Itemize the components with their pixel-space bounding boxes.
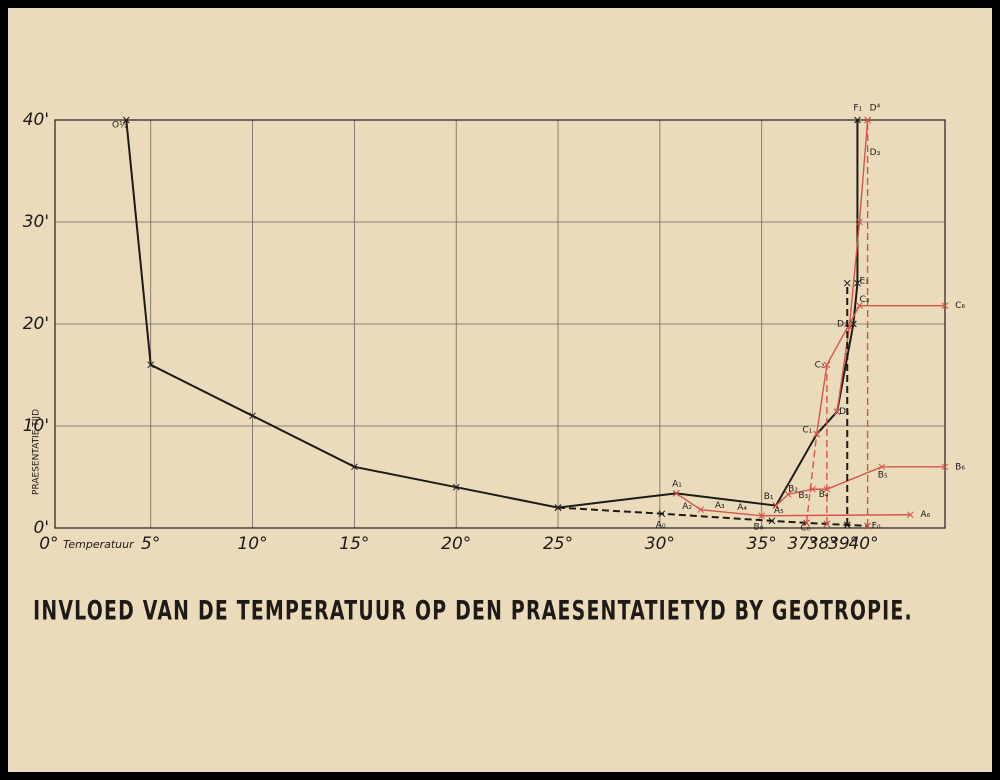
x-tick-label: 5°	[141, 534, 160, 554]
point-marker	[768, 517, 776, 525]
point-label: A₂	[682, 502, 692, 512]
point-marker	[813, 430, 821, 438]
point-label: C₆	[955, 301, 965, 311]
x-tick-label: 25°	[543, 534, 573, 554]
point-marker	[823, 361, 831, 369]
point-marker	[803, 519, 810, 527]
point-label: C₃	[859, 295, 869, 305]
point-label: E₁	[859, 277, 869, 287]
series-line	[816, 304, 945, 435]
point-marker	[864, 116, 871, 124]
point-label: A₆	[921, 510, 931, 520]
x-axis-label: Temperatuur	[63, 538, 135, 551]
x-tick-label: 15°	[339, 534, 369, 554]
point-label: B₄	[819, 490, 829, 500]
point-label: O½	[112, 121, 128, 131]
point-label: B₅	[878, 470, 888, 480]
x-tick-label: 39°	[828, 534, 858, 554]
point-label: C₁	[802, 426, 812, 436]
point-marker	[941, 463, 949, 471]
point-label: B₀	[754, 522, 764, 532]
y-tick-label: 30'	[23, 212, 49, 232]
point-label: B₆	[955, 462, 965, 472]
point-marker	[854, 279, 861, 287]
x-tick-label: 40°	[848, 534, 878, 554]
point-label: F₁	[853, 103, 862, 113]
x-tick-label: 38°	[808, 534, 838, 554]
y-tick-label: 40'	[23, 110, 49, 130]
y-tick-label: 0'	[34, 518, 50, 538]
point-marker	[672, 489, 680, 497]
x-tick-label: 35°	[747, 534, 777, 554]
point-label: C₀	[800, 524, 810, 534]
x-tick-label: 10°	[237, 534, 267, 554]
point-marker	[772, 502, 780, 509]
point-marker	[907, 511, 914, 519]
point-label: B₃	[798, 491, 808, 501]
point-label: B₁	[764, 492, 774, 502]
point-marker	[856, 302, 863, 309]
point-label: C₂	[815, 360, 825, 370]
point-marker	[843, 521, 851, 529]
point-label: A₄	[737, 503, 747, 513]
point-marker	[856, 218, 863, 226]
point-marker	[833, 408, 841, 416]
point-marker	[697, 506, 704, 513]
y-axis-label: PRAESENTATIE TIJD	[32, 409, 42, 495]
y-tick-label: 20'	[23, 314, 49, 334]
point-marker	[452, 483, 460, 491]
point-marker	[122, 116, 130, 124]
x-tick-label: 37°	[787, 534, 817, 554]
plot-frame	[54, 119, 946, 529]
x-tick-label: 30°	[645, 534, 675, 554]
x-tick-label: 20°	[441, 534, 471, 554]
point-marker	[878, 463, 886, 471]
point-marker	[249, 412, 256, 420]
y-tick-label: 10'	[23, 416, 49, 436]
point-marker	[147, 361, 155, 369]
point-marker	[854, 116, 861, 124]
point-marker	[784, 490, 792, 498]
series-line	[675, 492, 911, 517]
point-marker	[554, 504, 562, 511]
point-label: A₀	[656, 520, 666, 530]
point-label: A₃	[715, 501, 725, 511]
x-tick-label: 0°	[39, 534, 58, 554]
point-marker	[849, 320, 857, 328]
point-marker	[941, 302, 949, 309]
paper	[8, 8, 992, 772]
point-marker	[843, 279, 851, 287]
point-marker	[758, 512, 766, 520]
point-marker	[864, 522, 871, 530]
chart-title: INVLOED VAN DE TEMPERATUUR OP DEN PRAESE…	[33, 596, 913, 626]
point-marker	[823, 520, 831, 528]
series-line	[836, 119, 869, 412]
point-marker	[351, 463, 358, 471]
point-label: A₅	[774, 506, 784, 516]
point-label: F₀	[872, 521, 881, 531]
point-label: D₁	[839, 407, 850, 417]
point-marker	[658, 510, 666, 518]
point-label: D⁴	[870, 103, 881, 113]
series-line	[805, 434, 818, 523]
point-label: B₂	[788, 485, 798, 495]
point-label: D₂	[837, 320, 848, 330]
point-label: A₁	[672, 480, 682, 490]
point-label: D₃	[870, 148, 881, 158]
